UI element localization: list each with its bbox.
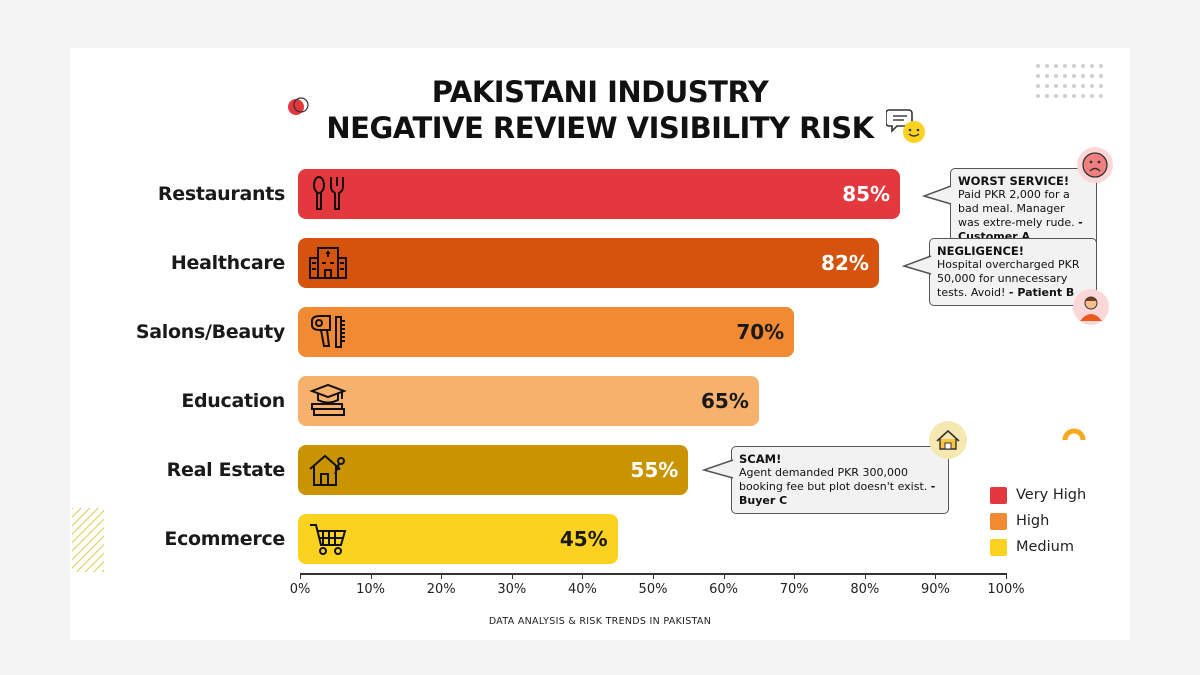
chart-legend: Very High High Medium — [990, 485, 1086, 563]
x-tick-label: 30% — [497, 582, 527, 597]
bar-healthcare: 82% — [298, 238, 879, 288]
x-tick-mark — [935, 573, 937, 579]
legend-label: High — [1016, 513, 1050, 529]
category-label-real-estate: Real Estate — [166, 459, 286, 481]
person-avatar-icon — [1073, 289, 1109, 325]
category-label-ecommerce: Ecommerce — [164, 528, 285, 550]
x-tick-label: 20% — [426, 582, 456, 597]
x-tick-mark — [441, 573, 443, 579]
x-tick-label: 100% — [987, 582, 1025, 597]
annotation-text: Agent demanded PKR 300,000 booking fee b… — [739, 466, 928, 493]
x-tick-label: 60% — [709, 582, 739, 597]
bar-value-education: 65% — [701, 389, 749, 413]
annotation-text: Paid PKR 2,000 for a bad meal. Manager w… — [958, 188, 1075, 229]
bar-salons-beauty: 70% — [298, 307, 795, 357]
x-tick-label: 0% — [289, 582, 311, 597]
x-tick-label: 80% — [850, 582, 880, 597]
annotation-heading: NEGLIGENCE! — [937, 244, 1024, 258]
bar-ecommerce: 45% — [298, 514, 618, 564]
x-tick-label: 10% — [356, 582, 386, 597]
annotation-real-estate: SCAM! Agent demanded PKR 300,000 booking… — [731, 446, 949, 514]
dot-grid-icon — [1036, 64, 1103, 98]
x-tick-mark — [1006, 573, 1007, 579]
legend-item-very-high: Very High — [990, 485, 1086, 511]
half-ring-icon — [1062, 428, 1086, 441]
graduation-books-icon — [309, 383, 347, 416]
hatched-square-icon — [72, 508, 104, 572]
x-tick-mark — [723, 573, 725, 579]
x-tick-mark — [370, 573, 372, 579]
bar-value-restaurants: 85% — [842, 182, 891, 206]
annotation-pointer — [922, 185, 952, 205]
x-tick-label: 70% — [779, 582, 809, 597]
x-tick-mark — [653, 573, 654, 579]
annotation-healthcare: NEGLIGENCE! Hospital overcharged PKR 50,… — [929, 238, 1097, 306]
x-tick-mark — [582, 573, 584, 579]
legend-item-medium: Medium — [990, 537, 1086, 563]
bar-real-estate: 55% — [298, 445, 689, 495]
annotation-heading: WORST SERVICE! — [958, 174, 1070, 188]
annotation-pointer — [902, 255, 932, 275]
bar-education: 65% — [298, 376, 759, 426]
title-line-1: PAKISTANI INDUSTRY — [431, 75, 769, 109]
bar-value-ecommerce: 45% — [559, 527, 608, 551]
annotation-restaurants: WORST SERVICE! Paid PKR 2,000 for a bad … — [950, 168, 1097, 250]
title-line-2: NEGATIVE REVIEW VISIBILITY RISK — [326, 111, 874, 145]
bar-value-salons-beauty: 70% — [736, 320, 785, 344]
annotation-text: Hospital overcharged PKR 50,000 for unne… — [937, 258, 1080, 299]
annotation-author: - Patient B — [1008, 286, 1075, 299]
legend-swatch — [990, 513, 1007, 530]
category-label-salons-beauty: Salons/Beauty — [135, 321, 285, 343]
legend-swatch — [990, 487, 1007, 504]
category-label-healthcare: Healthcare — [170, 252, 285, 274]
x-tick-mark — [794, 573, 796, 579]
shopping-cart-icon — [310, 524, 347, 555]
house-badge-icon — [929, 421, 967, 459]
category-label-restaurants: Restaurants — [157, 183, 285, 205]
x-tick-label: 50% — [638, 582, 668, 597]
hair-dryer-comb-icon — [311, 315, 345, 348]
house-key-icon — [309, 454, 345, 486]
bar-value-healthcare: 82% — [821, 251, 869, 275]
annotation-author: - Buyer C — [739, 480, 936, 507]
hospital-icon — [309, 247, 347, 279]
sad-face-icon — [1077, 147, 1113, 183]
x-tick-mark — [864, 573, 866, 579]
legend-label: Very High — [1016, 487, 1087, 503]
x-tick-label: 40% — [567, 582, 597, 597]
legend-swatch — [990, 539, 1007, 556]
legend-item-high: High — [990, 511, 1086, 537]
x-tick-mark — [300, 573, 301, 579]
x-tick-label: 90% — [920, 582, 950, 597]
legend-label: Medium — [1016, 539, 1074, 555]
bar-restaurants: 85% — [298, 169, 901, 219]
x-tick-mark — [511, 573, 513, 579]
annotation-pointer — [702, 459, 734, 479]
annotation-heading: SCAM! — [739, 452, 782, 466]
chart-footer: DATA ANALYSIS & RISK TRENDS IN PAKISTAN — [488, 616, 712, 627]
chat-bubbles-icon — [886, 109, 925, 143]
bar-value-real-estate: 55% — [630, 458, 679, 482]
chart-title: PAKISTANI INDUSTRY NEGATIVE REVIEW VISIB… — [0, 74, 1200, 146]
category-label-education: Education — [181, 390, 285, 412]
utensils-icon — [313, 176, 344, 210]
decorative-circles-icon — [288, 97, 309, 115]
